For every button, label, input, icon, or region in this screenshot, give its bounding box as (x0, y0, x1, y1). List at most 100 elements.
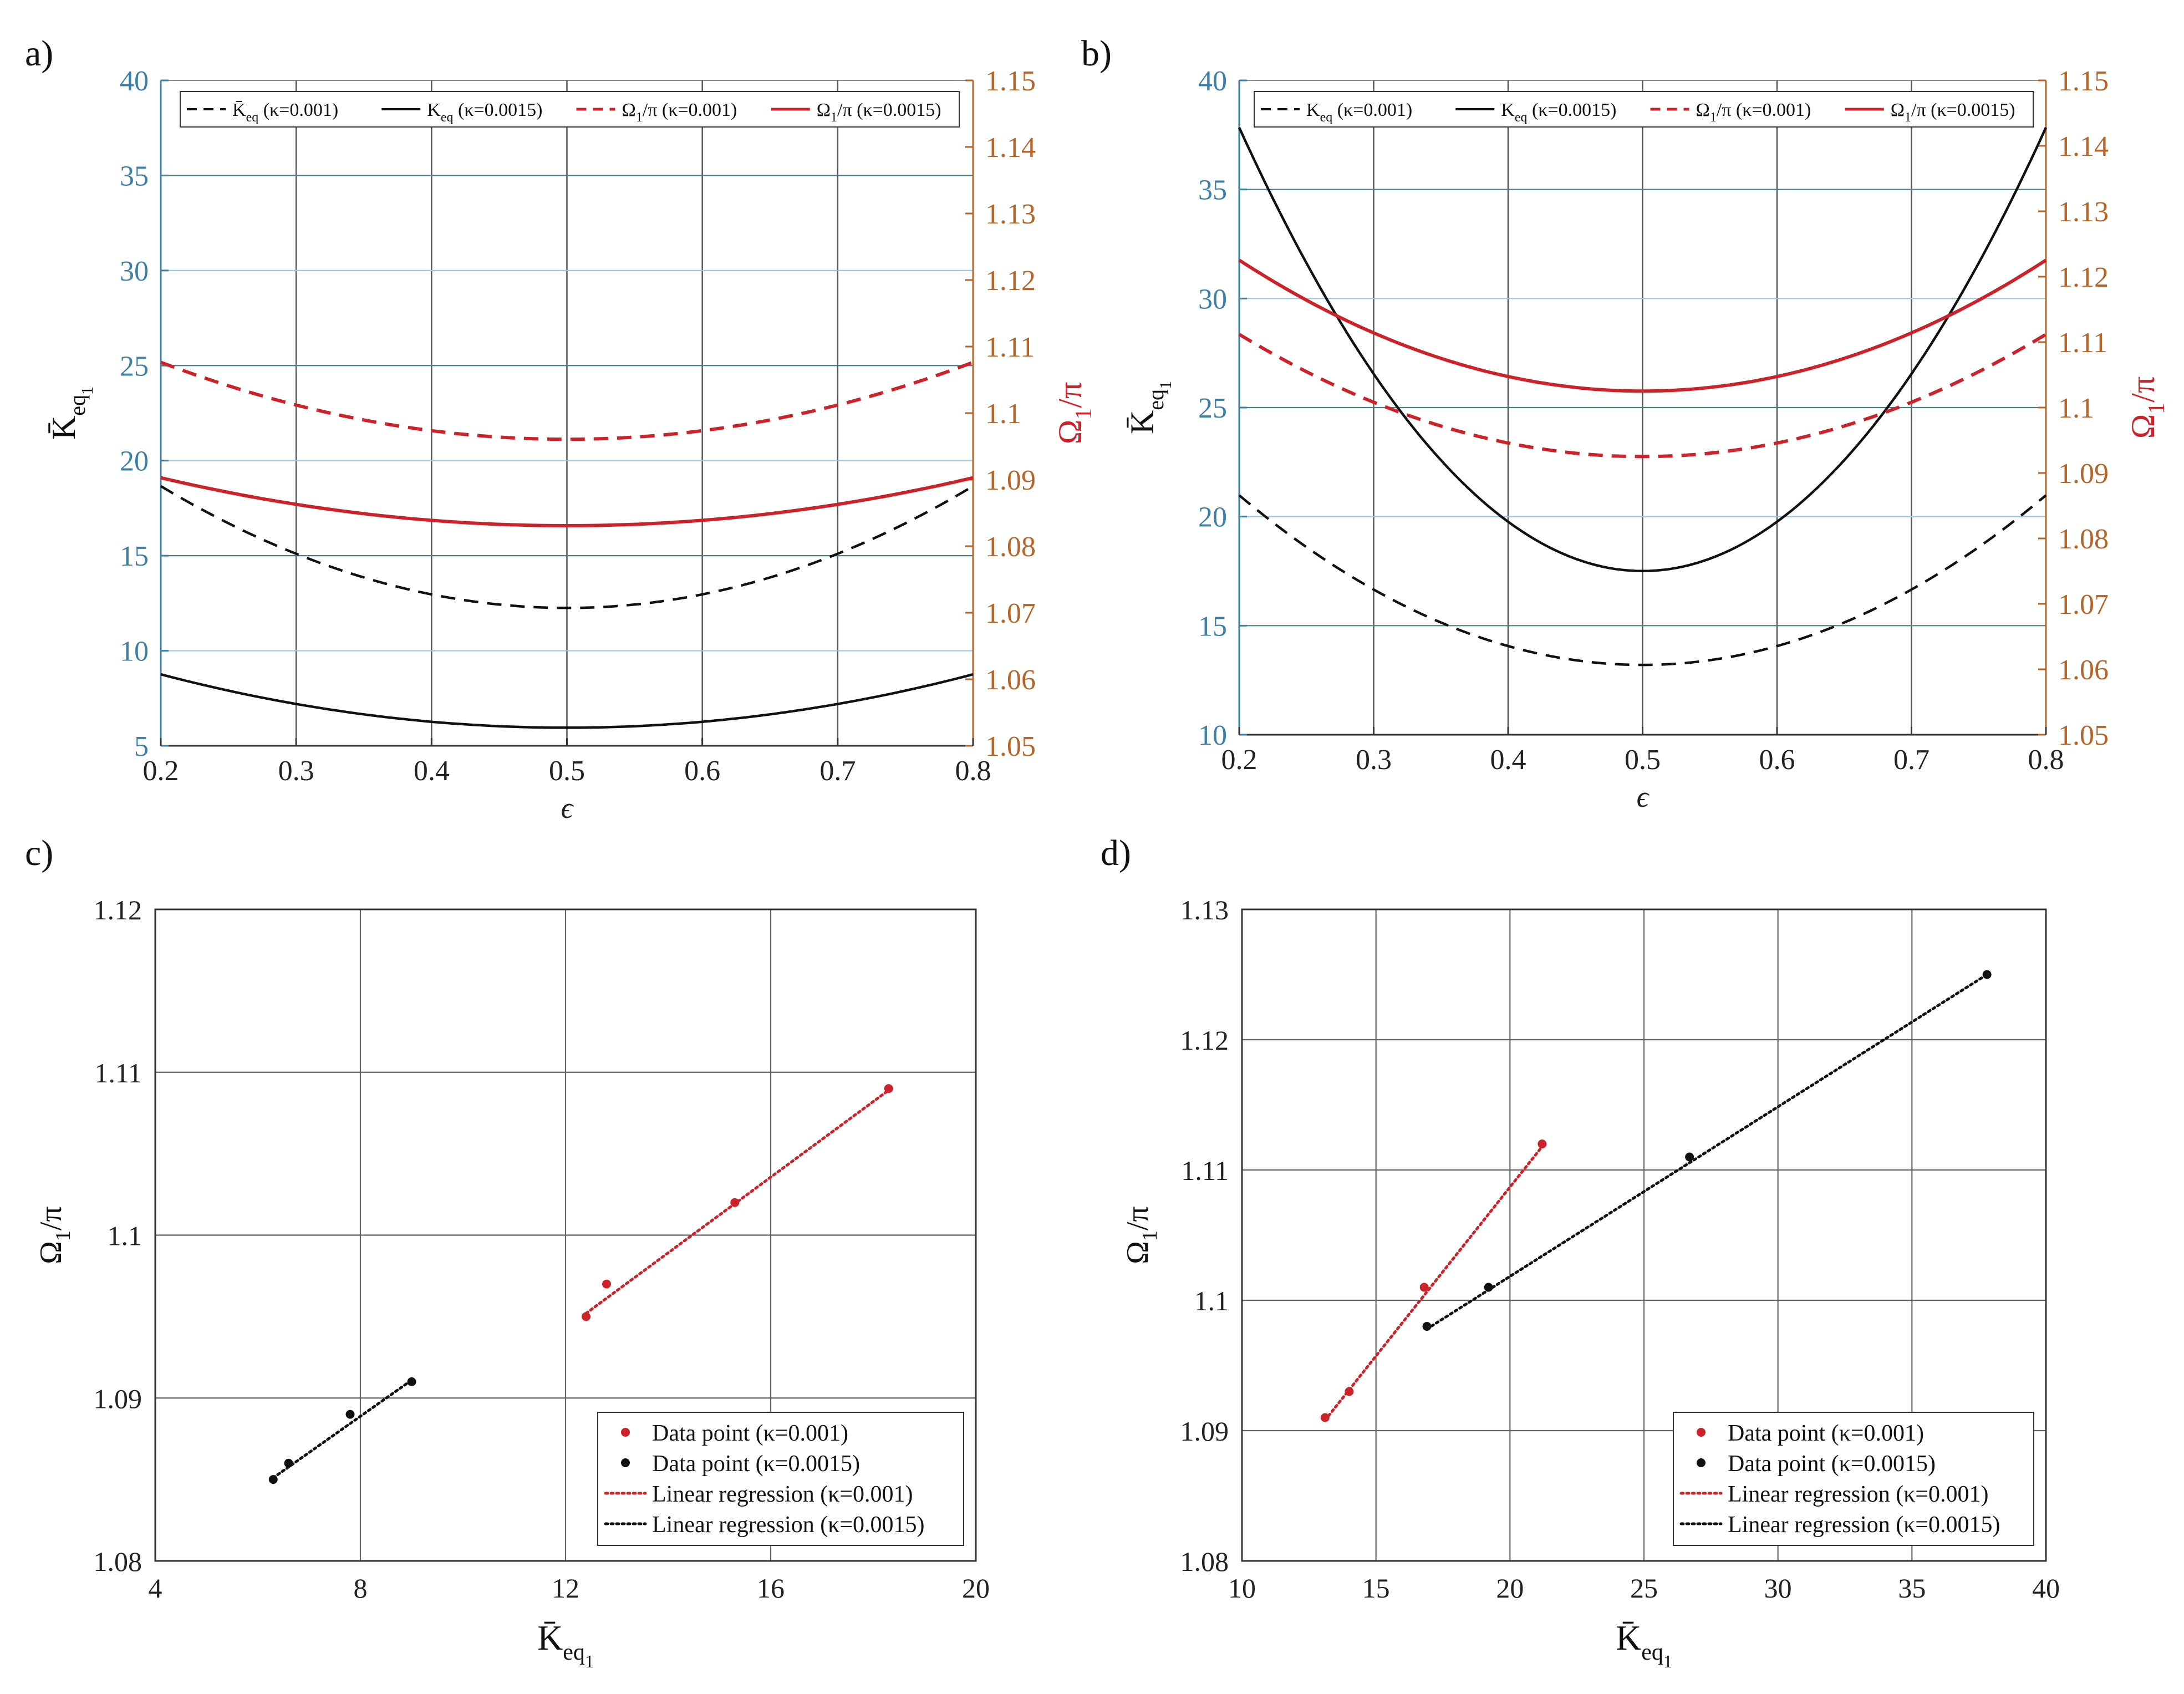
right-tick-label: 1.08 (985, 531, 1036, 563)
right-tick-label: 1.13 (985, 199, 1036, 230)
x-tick-label: 0.4 (1490, 744, 1526, 776)
right-axis-label: Ω1/π (1052, 382, 1097, 445)
legend-label-part: Ω (1696, 100, 1710, 120)
legend-label: Linear regression (κ=0.001) (1728, 1482, 1989, 1507)
legend-label-part: 1 (1710, 110, 1717, 125)
chart-panel-a: 5 10 15 20 25 30 35 40 1.05 1.06 1.07 1.08 1.09 1.1 1.… (25, 33, 1097, 825)
legend-box (1254, 91, 2034, 128)
y-axis-label-part: Ω (1121, 1241, 1155, 1264)
right-axis-label-part: 1 (2144, 403, 2170, 414)
data-point (1419, 1283, 1429, 1292)
legend-marker (621, 1458, 630, 1467)
x-tick-label: 20 (1496, 1573, 1524, 1604)
legend-box (1673, 1412, 2034, 1546)
right-tick-label: 1.11 (985, 332, 1035, 363)
right-tick-label: 1.07 (2058, 589, 2109, 620)
series-line (160, 476, 974, 528)
panel-label: c) (25, 833, 53, 873)
series-line (1238, 494, 2047, 667)
chart-panel-c: 1.081.091.11.111.124 8 12 16 20K̄eq1Ω1/πc)Da… (25, 833, 990, 1671)
x-tick-label: 0.2 (143, 755, 179, 787)
right-axis-label-part: 1 (1071, 408, 1097, 420)
legend-label-part: 1 (831, 110, 837, 125)
right-tick-label: 1.13 (2058, 196, 2109, 228)
right-tick-label: 1.06 (2058, 654, 2109, 686)
left-tick-label: 10 (1198, 720, 1227, 751)
legend-label: Linear regression (κ=0.0015) (1728, 1512, 2000, 1538)
y-tick-label: 1.09 (1180, 1416, 1229, 1447)
left-axis-label-part: eq (65, 395, 90, 416)
data-point (582, 1312, 590, 1321)
right-axis-label-part: Ω (1052, 420, 1088, 445)
legend-marker (1697, 1428, 1706, 1437)
legend-box (180, 91, 960, 128)
chart-panel-b: 10 15 20 25 30 35 40 1.05 1.06 1.07 1.08 1.09 1.1 1.1… (1081, 33, 2170, 813)
legend: K̄eq (κ=0.001) Keq (κ=0.0015) Ω1/π (κ=0.00… (180, 91, 960, 128)
regression-line (272, 1378, 413, 1479)
x-tick-label: 20 (962, 1573, 990, 1604)
left-tick-label: 35 (1198, 175, 1227, 206)
series-line (160, 485, 974, 609)
y-tick-label: 1.12 (94, 894, 142, 925)
legend-label: K̄eq (κ=0.001) (232, 100, 338, 125)
legend-label: Ω1/π (κ=0.001) (1696, 100, 1811, 125)
data-point (1345, 1387, 1354, 1396)
data-point (730, 1198, 740, 1207)
right-tick-label: 1.1 (985, 398, 1021, 430)
y-axis-label-part: /π (1121, 1206, 1155, 1230)
data-point (1685, 1152, 1694, 1162)
legend-label-part: K (1501, 100, 1515, 120)
left-tick-label: 10 (120, 636, 149, 668)
legend-marker (621, 1428, 630, 1437)
right-tick-label: 1.05 (985, 731, 1036, 762)
left-tick-label: 30 (1198, 283, 1227, 315)
x-tick-label: 0.6 (684, 755, 720, 787)
left-tick-label: 20 (120, 446, 149, 477)
x-tick-label: 16 (757, 1573, 785, 1604)
left-axis-label-part: eq (1143, 389, 1168, 410)
right-tick-label: 1.14 (985, 132, 1036, 164)
right-tick-label: 1.15 (985, 65, 1036, 97)
x-axis-label-part: K̄ (537, 1618, 563, 1657)
series-line (160, 673, 974, 729)
legend-label-part: /π (κ=0.0015) (1911, 100, 2015, 120)
panel-label: b) (1081, 33, 1112, 74)
x-tick-label: 25 (1630, 1573, 1658, 1604)
legend-label-part: K (427, 100, 441, 120)
x-axis-label-part: eq (1641, 1640, 1663, 1665)
legend-marker (1697, 1458, 1706, 1467)
left-tick-label: 40 (1198, 65, 1227, 97)
right-axis-label: Ω1/π (2125, 377, 2170, 439)
plot-frame (154, 908, 977, 1562)
right-tick-label: 1.15 (2058, 65, 2109, 97)
right-tick-label: 1.11 (2058, 327, 2107, 359)
right-tick-label: 1.09 (2058, 458, 2109, 490)
x-tick-label: 0.7 (819, 755, 856, 787)
y-tick-label: 1.08 (1180, 1546, 1229, 1577)
left-axis-label: K̄eq1 (45, 386, 96, 440)
legend-label: Data point (κ=0.001) (1728, 1421, 1924, 1446)
legend-label-part: eq (1320, 110, 1333, 125)
x-tick-label: 0.5 (1625, 744, 1661, 776)
data-point (602, 1279, 611, 1289)
right-tick-label: 1.05 (2058, 720, 2109, 751)
regression-line (1323, 1145, 1544, 1422)
left-axis-label: K̄eq1 (1124, 381, 1175, 434)
x-axis-label-part: 1 (585, 1651, 594, 1671)
legend-label-part: Ω (622, 100, 636, 120)
data-point (268, 1475, 278, 1484)
right-tick-label: 1.14 (2058, 131, 2109, 162)
data-point (345, 1410, 355, 1419)
legend-label-part: 1 (636, 110, 643, 125)
legend-label-part: /π (κ=0.0015) (837, 100, 941, 120)
y-tick-label: 1.11 (94, 1057, 142, 1088)
x-tick-label: 0.3 (1356, 744, 1392, 776)
x-tick-label: 15 (1362, 1573, 1390, 1604)
y-tick-label: 1.11 (1181, 1155, 1229, 1186)
series-line (160, 360, 974, 441)
data-point (1982, 970, 1992, 979)
right-tick-label: 1.12 (985, 265, 1036, 297)
legend-label: Ω1/π (κ=0.001) (622, 100, 737, 125)
left-tick-label: 30 (120, 256, 149, 287)
